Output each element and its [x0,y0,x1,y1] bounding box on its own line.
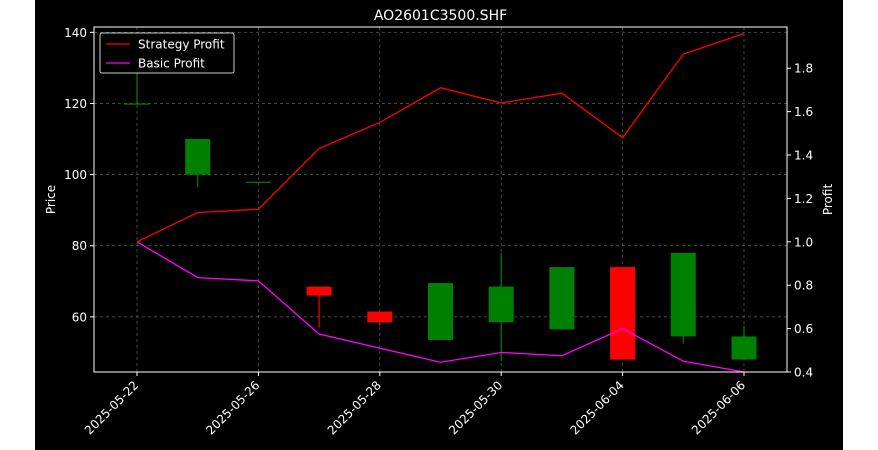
x-tick-label: 2025-05-22 [82,378,141,437]
legend-label: Strategy Profit [138,38,225,52]
candle-body [731,336,757,360]
y-tick-label: 80 [72,239,87,253]
y2-tick-label: 1.2 [794,192,813,206]
candle-body [185,139,211,175]
y2-tick-label: 1.4 [794,149,813,163]
plot-frame [93,26,788,373]
candlestick-chart: 60 80 100 120 140 0.4 0.6 0.8 1.0 1.2 1.4 1.6 1.8 202… [44,8,835,437]
y-tick-label: 100 [64,168,87,182]
y2-axis-label: Profit [821,184,835,216]
candle-body [428,283,453,340]
legend-label: Basic Profit [138,57,205,71]
x-tick-label: 2025-05-28 [325,378,384,437]
candle-body [306,286,332,296]
series-line [136,241,745,373]
series-line [136,32,745,243]
y-tick-label: 60 [72,310,87,324]
y-tick-label: 120 [64,97,87,111]
x-tick-label: 2025-06-04 [568,378,627,437]
y2-tick-label: 1.0 [794,235,813,249]
x-tick-label: 2025-06-06 [689,378,748,437]
chart-figure: 60 80 100 120 140 0.4 0.6 0.8 1.0 1.2 1.4 1.6 1.8 202… [35,0,843,450]
x-tick-label: 2025-05-26 [203,378,262,437]
y2-tick-label: 0.8 [794,279,813,293]
y-tick-label: 140 [64,26,87,40]
y2-tick-label: 0.6 [794,322,813,336]
chart-title: AO2601C3500.SHF [374,8,507,24]
y2-tick-label: 0.4 [794,366,813,380]
x-tick-label: 2025-05-30 [446,378,505,437]
y-axis-label: Price [44,185,58,214]
legend-box [99,32,235,74]
y2-tick-label: 1.8 [794,62,813,76]
candle-body [670,252,696,337]
candle-body [367,311,393,323]
candle-body [245,181,271,183]
candle-body [124,103,150,105]
candle-body [488,286,514,323]
y2-tick-label: 1.6 [794,105,813,119]
candle-body [610,267,636,360]
candle-body [549,267,575,330]
